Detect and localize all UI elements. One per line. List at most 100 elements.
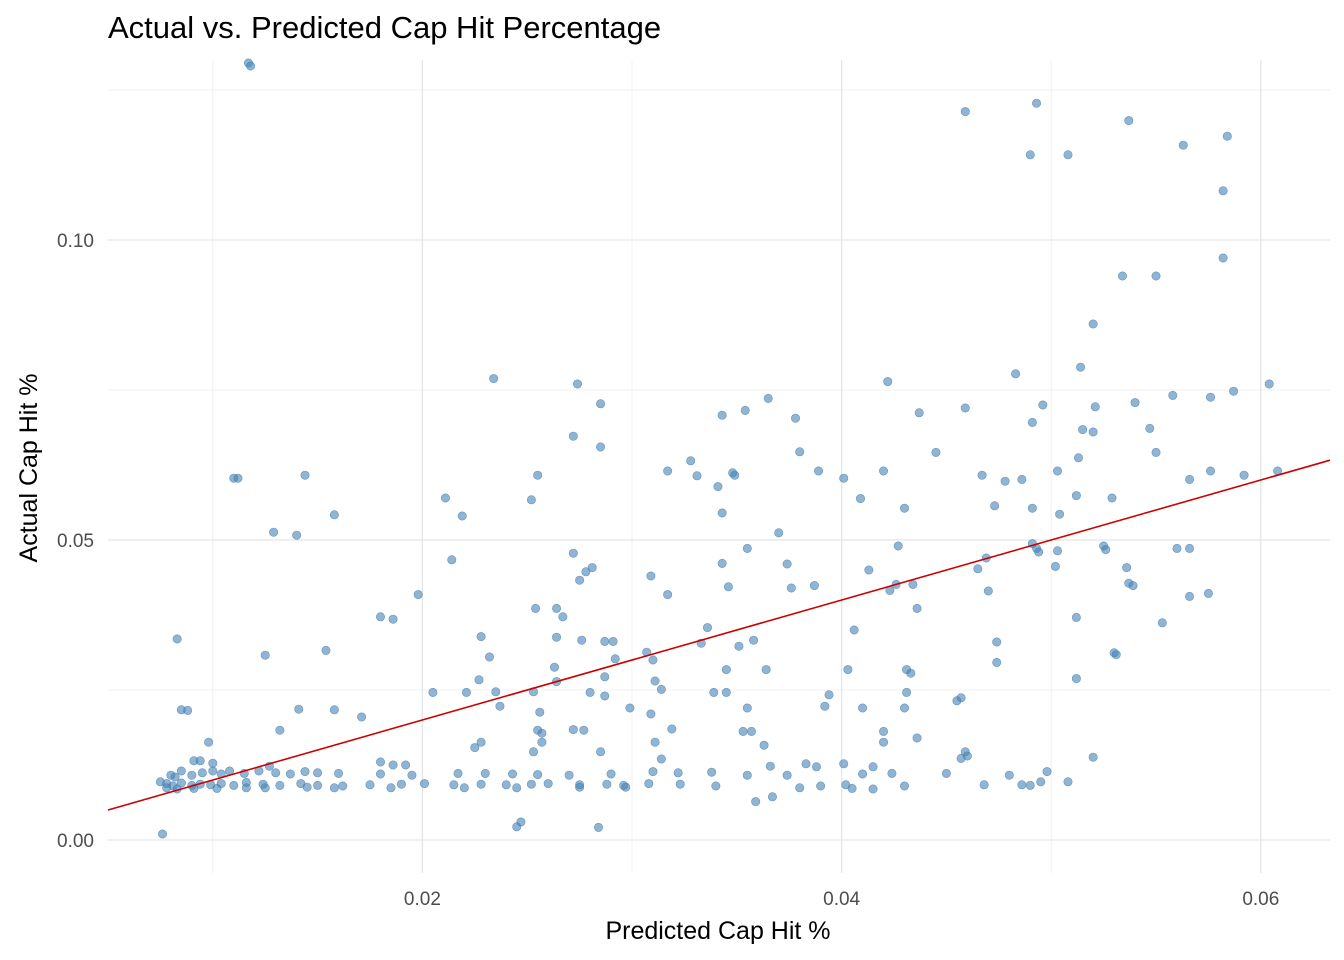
data-point [329,783,339,793]
data-point [900,703,910,713]
x-tick-label: 0.06 [1242,889,1279,910]
data-point [1185,474,1195,484]
data-point [491,687,501,697]
data-point [208,758,218,768]
data-point [824,690,834,700]
y-tick-label: 0.00 [57,831,94,852]
data-point [321,645,331,655]
data-point [751,797,761,807]
data-point [457,511,467,521]
data-point [1042,767,1052,777]
data-point [552,632,562,642]
data-point [656,754,666,764]
data-point [711,781,721,791]
data-point [767,792,777,802]
data-point [275,725,285,735]
data-point [816,781,826,791]
data-point [1071,674,1081,684]
y-tick-label: 0.10 [57,231,94,252]
data-point [453,768,463,778]
tick-labels: 0.02 0.04 0.06 0.00 0.05 0.10 [57,231,1279,910]
data-point [564,770,574,780]
data-point [902,687,912,697]
data-point [1053,546,1063,556]
data-point [420,779,430,789]
data-point [868,762,878,772]
data-point [260,783,270,793]
data-point [1071,491,1081,501]
data-point [401,760,411,770]
data-point [868,784,878,794]
data-point [709,687,719,697]
data-point [692,471,702,481]
data-point [673,768,683,778]
data-point [602,779,612,789]
data-point [608,636,618,646]
data-point [1122,563,1132,573]
data-point [761,665,771,675]
data-point [575,782,585,792]
data-point [717,410,727,420]
data-point [912,603,922,613]
data-point [1063,777,1073,787]
data-point [749,635,759,645]
data-point [960,107,970,117]
data-point [1206,466,1216,476]
data-point [839,759,849,769]
data-point [233,473,243,483]
data-point [990,501,1000,511]
data-point [1185,543,1195,553]
data-point [300,470,310,480]
data-point [1088,752,1098,762]
data-point [893,541,903,551]
data-point [1071,612,1081,622]
data-point [843,665,853,675]
data-point [260,650,270,660]
data-point [449,780,459,790]
data-point [740,405,750,415]
data-point [1145,423,1155,433]
data-point [413,590,423,600]
x-axis-title: Predicted Cap Hit % [605,917,830,945]
data-point [552,603,562,613]
data-point [713,482,723,492]
data-point [170,772,180,782]
data-point [195,756,205,766]
data-point [386,783,396,793]
data-point [1063,150,1073,160]
data-point [801,759,811,769]
data-point [979,780,989,790]
data-point [1050,561,1060,571]
data-point [686,456,696,466]
data-point [858,703,868,713]
data-point [992,637,1002,647]
data-point [992,657,1002,667]
data-point [1101,545,1111,555]
data-point [533,770,543,780]
data-point [914,408,924,418]
data-point [742,770,752,780]
data-point [1036,777,1046,787]
data-point [596,747,606,757]
data-point [983,586,993,596]
data-point [977,470,987,480]
data-point [1032,98,1042,108]
data-point [558,612,568,622]
data-point [1128,581,1138,591]
data-point [596,399,606,409]
data-point [568,548,578,558]
data-point [294,704,304,714]
data-point [271,768,281,778]
x-tick-label: 0.04 [823,889,860,910]
data-point [864,565,874,575]
data-point [407,770,417,780]
data-point [528,747,538,757]
data-point [579,725,589,735]
data-point [1027,503,1037,513]
data-point [809,581,819,591]
data-point [516,817,526,827]
data-point [606,769,616,779]
data-point [847,783,857,793]
data-point [1088,427,1098,437]
